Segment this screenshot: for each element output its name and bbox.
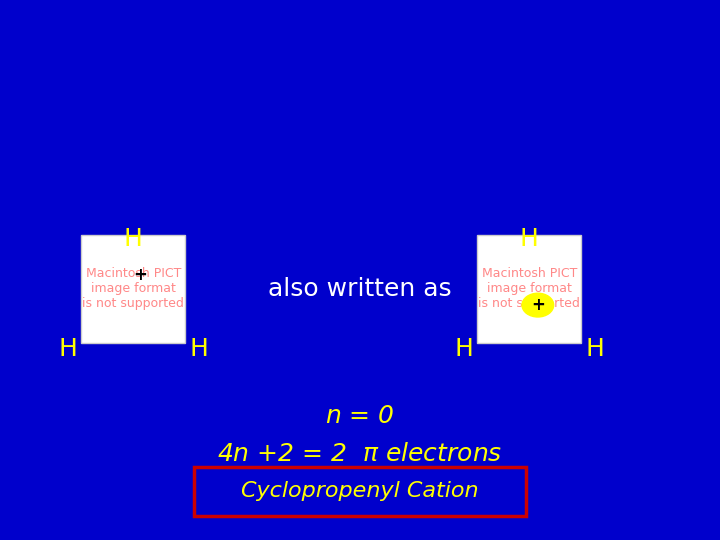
Text: +: +: [531, 296, 545, 314]
Text: H: H: [124, 227, 143, 251]
Text: H: H: [454, 338, 474, 361]
Bar: [477, 235, 582, 343]
Bar: [81, 235, 186, 343]
Bar: [194, 467, 526, 516]
Text: $n$ = 0: $n$ = 0: [325, 404, 395, 428]
Text: H: H: [189, 338, 208, 361]
Text: Macintosh PICT
image format
is not supported: Macintosh PICT image format is not suppo…: [478, 267, 580, 310]
Circle shape: [522, 293, 554, 317]
Text: Cyclopropenyl Cation: Cyclopropenyl Cation: [241, 481, 479, 502]
Text: +: +: [133, 266, 148, 285]
Text: H: H: [585, 338, 604, 361]
Text: also written as: also written as: [268, 277, 452, 301]
Text: H: H: [520, 227, 539, 251]
Text: 4$n$ +2 = 2  $\pi$ electrons: 4$n$ +2 = 2 $\pi$ electrons: [217, 442, 503, 465]
Text: H: H: [58, 338, 78, 361]
Text: Macintosh PICT
image format
is not supported: Macintosh PICT image format is not suppo…: [82, 267, 184, 310]
